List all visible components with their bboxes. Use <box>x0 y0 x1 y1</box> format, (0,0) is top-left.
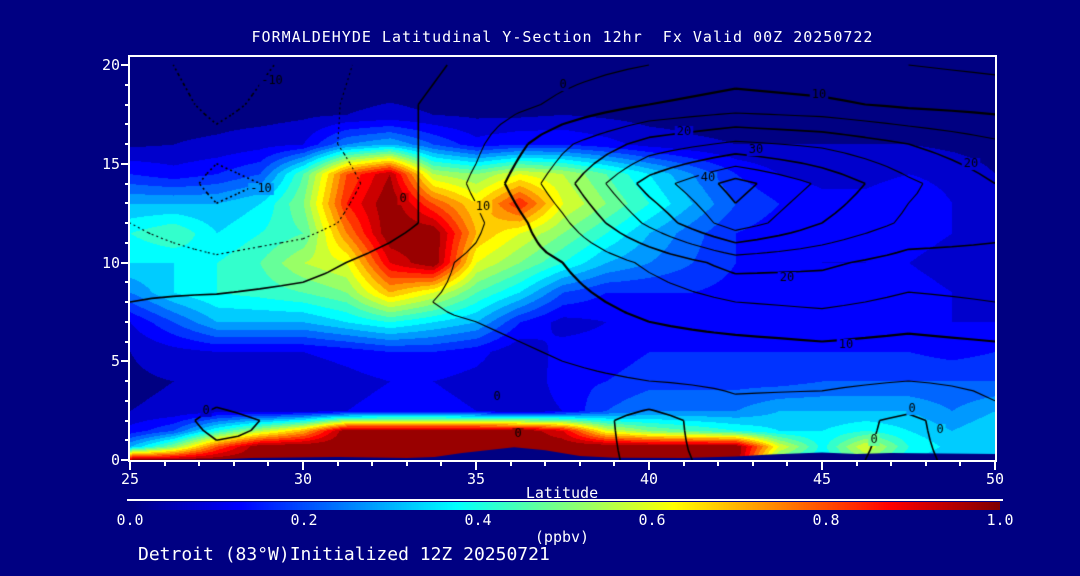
x-tick-mark <box>302 461 304 470</box>
y-tick-mark <box>125 399 129 402</box>
y-tick-mark <box>125 202 129 205</box>
y-tick-mark <box>125 143 129 145</box>
x-tick-label: 35 <box>466 470 486 488</box>
colorbar-tick-label: 0.6 <box>638 511 666 529</box>
x-tick-mark <box>855 461 858 466</box>
y-tick-label: 15 <box>101 154 120 173</box>
y-tick-label: 20 <box>101 56 120 74</box>
y-tick-label: 10 <box>101 253 120 272</box>
x-tick-mark <box>336 461 339 466</box>
station-name: Detroit (83°W) <box>138 544 290 565</box>
colorbar-tick-label: 1.0 <box>986 511 1014 529</box>
colorbar-tick-label: 0.4 <box>464 511 492 529</box>
x-tick-mark <box>751 461 754 466</box>
x-tick-mark <box>924 461 927 466</box>
colorbar-tick-label: 0.0 <box>116 511 144 529</box>
y-tick-mark <box>125 241 129 244</box>
x-tick-mark <box>648 461 650 470</box>
x-tick-label: 50 <box>985 470 1005 488</box>
colorbar-top-line <box>127 499 1003 501</box>
y-tick-label: 5 <box>110 352 120 371</box>
y-tick-mark <box>121 459 129 461</box>
y-tick-mark <box>125 380 129 382</box>
x-tick-mark <box>578 461 581 466</box>
contour-plot-canvas <box>130 57 995 460</box>
x-tick-mark <box>371 461 374 466</box>
y-tick-mark <box>125 123 129 126</box>
x-tick-mark <box>959 461 962 466</box>
x-tick-mark <box>544 461 547 466</box>
station-info: Detroit (83°W)Initialized 12Z 20250721 <box>138 544 550 565</box>
y-tick-mark <box>121 64 129 66</box>
y-tick-mark <box>125 222 129 224</box>
colorbar-canvas <box>130 502 1000 510</box>
y-tick-mark <box>125 103 129 106</box>
x-tick-label: 25 <box>120 470 140 488</box>
y-tick-mark <box>125 83 129 86</box>
x-axis-title: Latitude <box>525 484 599 502</box>
x-tick-mark <box>405 461 408 466</box>
y-tick-mark <box>125 340 129 343</box>
x-tick-mark <box>440 461 443 466</box>
x-tick-mark <box>613 461 616 466</box>
x-tick-mark <box>129 461 131 470</box>
y-tick-mark <box>125 301 129 303</box>
y-tick-mark <box>125 439 129 442</box>
init-time: Initialized 12Z 20250721 <box>289 544 550 565</box>
y-tick-label: 0 <box>110 451 120 469</box>
y-tick-mark <box>121 162 129 165</box>
colorbar-tick-label: 0.8 <box>812 511 840 529</box>
x-tick-mark <box>198 461 201 466</box>
x-tick-mark <box>509 461 512 466</box>
y-tick-mark <box>121 360 129 363</box>
y-tick-mark <box>125 281 129 284</box>
x-tick-mark <box>232 461 235 466</box>
x-tick-mark <box>717 461 720 466</box>
y-tick-mark <box>125 320 129 323</box>
x-tick-mark <box>890 461 893 466</box>
y-tick-mark <box>121 261 129 264</box>
x-tick-mark <box>267 461 270 466</box>
x-tick-mark <box>821 461 823 470</box>
x-tick-mark <box>786 461 789 466</box>
x-tick-label: 30 <box>293 470 313 488</box>
x-tick-mark <box>994 461 996 470</box>
y-tick-mark <box>125 419 129 422</box>
x-tick-label: 40 <box>639 470 659 488</box>
colorbar-tick-label: 0.2 <box>290 511 318 529</box>
colorbar-unit-label: (ppbv) <box>534 528 590 546</box>
plot-area <box>128 55 997 462</box>
x-tick-mark <box>475 461 477 470</box>
chart-title: FORMALDEHYDE Latitudinal Y-Section 12hr … <box>251 28 874 46</box>
x-tick-mark <box>163 461 166 466</box>
y-tick-mark <box>125 182 129 185</box>
x-tick-mark <box>682 461 685 466</box>
x-tick-label: 45 <box>812 470 832 488</box>
